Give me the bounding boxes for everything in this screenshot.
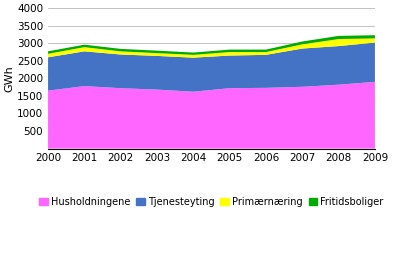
Y-axis label: GWh: GWh: [4, 65, 14, 92]
Legend: Husholdningene, Tjenesteyting, Primærnæring, Fritidsboliger: Husholdningene, Tjenesteyting, Primærnær…: [36, 193, 387, 211]
